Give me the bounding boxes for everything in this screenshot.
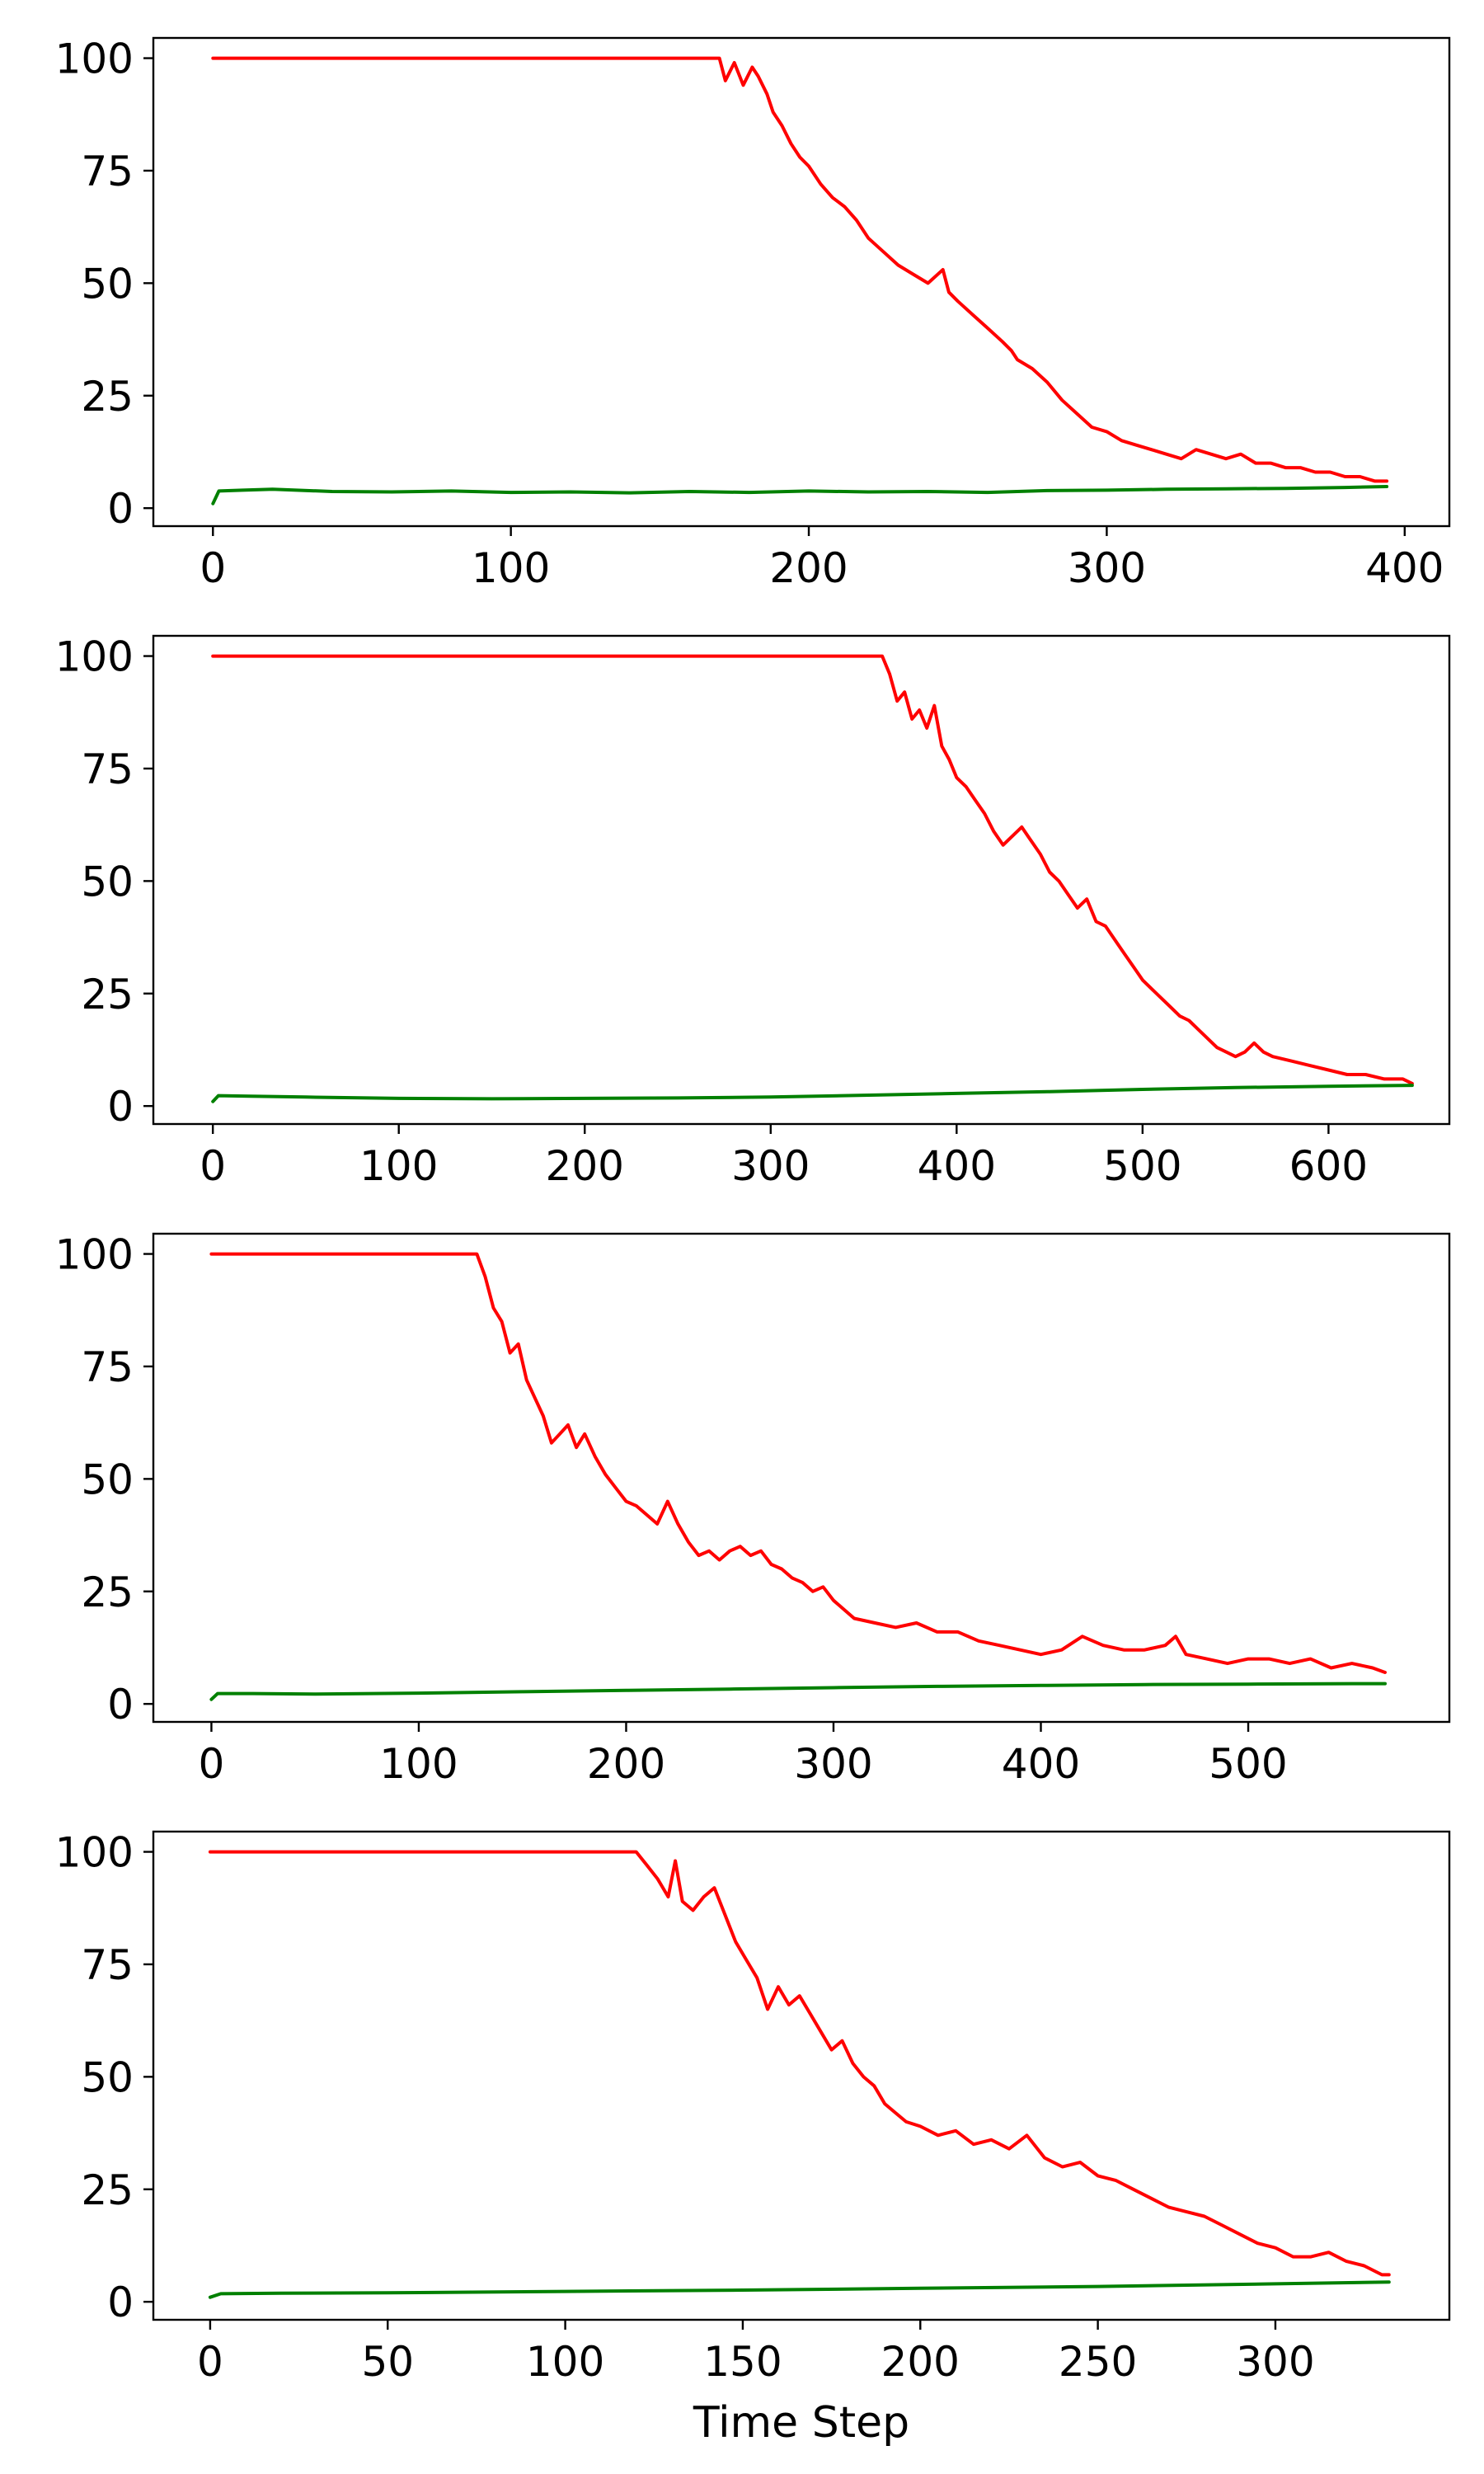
x-tick-label: 0 (200, 1142, 226, 1190)
plot-frame (152, 1830, 1451, 2321)
x-tick-label: 50 (361, 2338, 414, 2386)
x-tick-label: 100 (472, 544, 550, 592)
x-tick-label: 0 (197, 2338, 223, 2386)
x-tick-label: 400 (1002, 1740, 1080, 1788)
y-tick-label: 50 (81, 2053, 134, 2101)
series-line-red (209, 1252, 1387, 1674)
x-tick-label: 400 (918, 1142, 996, 1190)
chart-panel-4: 0 50 100 150 200 250 300 0 25 50 75 100 Time Step (55, 1829, 1451, 2448)
x-tick-label: 200 (881, 2338, 960, 2386)
y-tick-label: 0 (107, 1681, 134, 1729)
y-tick-label: 75 (81, 1941, 134, 1989)
y-tick-label: 100 (55, 1829, 134, 1877)
x-tick-label: 250 (1059, 2338, 1137, 2386)
y-tick-label: 0 (107, 2279, 134, 2326)
x-tick-label: 300 (1236, 2338, 1314, 2386)
x-axis-label: Time Step (693, 2398, 909, 2448)
y-tick-label: 100 (55, 35, 134, 83)
x-tick-label: 500 (1209, 1740, 1287, 1788)
x-tick-label: 300 (731, 1142, 810, 1190)
plot-frame (152, 1232, 1451, 1724)
x-tick-label: 200 (587, 1740, 665, 1788)
series-line-red (208, 1850, 1391, 2277)
x-tick-label: 300 (794, 1740, 872, 1788)
x-tick-label: 200 (546, 1142, 624, 1190)
series-line-green (209, 1681, 1387, 1701)
plot-frame (152, 36, 1451, 528)
series-line-green (211, 485, 1389, 506)
x-tick-label: 500 (1103, 1142, 1181, 1190)
series-line-green (208, 2280, 1391, 2299)
chart-panel-1: 0 100 200 300 400 0 25 50 75 100 (55, 35, 1451, 592)
x-tick-label: 0 (200, 544, 226, 592)
y-tick-label: 100 (55, 633, 134, 681)
x-tick-label: 600 (1289, 1142, 1368, 1190)
chart-panel-2: 0 100 200 300 400 500 600 0 25 50 75 100 (55, 633, 1451, 1190)
x-tick-label: 200 (769, 544, 848, 592)
y-tick-label: 50 (81, 260, 134, 308)
y-tick-label: 25 (81, 971, 134, 1018)
series-line-red (211, 654, 1414, 1085)
plot-frame (152, 634, 1451, 1126)
y-tick-label: 25 (81, 373, 134, 421)
y-tick-label: 25 (81, 2166, 134, 2214)
x-tick-label: 100 (379, 1740, 458, 1788)
y-tick-label: 75 (81, 148, 134, 195)
y-tick-label: 50 (81, 1456, 134, 1503)
x-tick-label: 0 (199, 1740, 225, 1788)
series-line-red (211, 56, 1389, 483)
y-tick-label: 0 (107, 1083, 134, 1131)
x-tick-label: 300 (1068, 544, 1146, 592)
y-tick-label: 0 (107, 485, 134, 533)
y-tick-label: 100 (55, 1231, 134, 1279)
x-tick-label: 100 (359, 1142, 438, 1190)
y-tick-label: 75 (81, 745, 134, 793)
x-tick-label: 100 (526, 2338, 604, 2386)
x-tick-label: 400 (1365, 544, 1444, 592)
y-tick-label: 75 (81, 1343, 134, 1391)
y-tick-label: 25 (81, 1569, 134, 1616)
x-tick-label: 150 (703, 2338, 782, 2386)
series-line-green (211, 1084, 1414, 1103)
y-tick-label: 50 (81, 858, 134, 905)
chart-panel-3: 0 100 200 300 400 500 0 25 50 75 100 (55, 1231, 1451, 1788)
